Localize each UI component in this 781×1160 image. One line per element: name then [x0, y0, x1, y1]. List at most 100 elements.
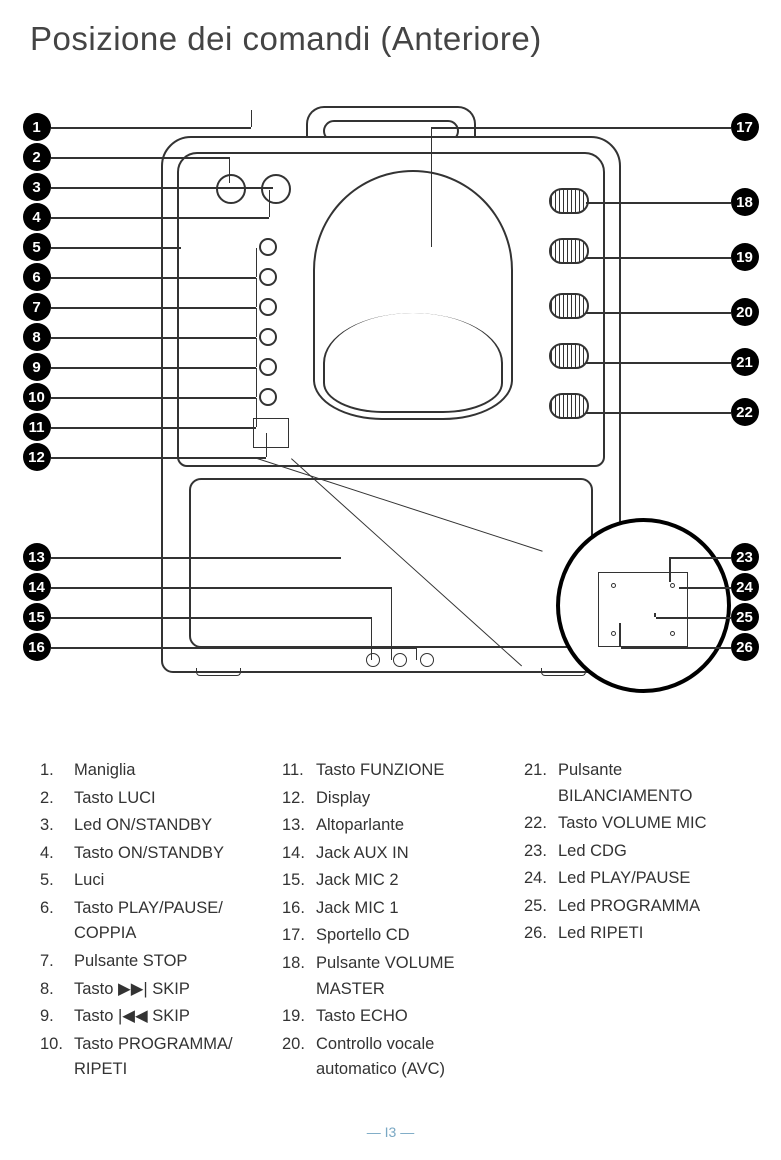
callout-21: 21	[731, 348, 759, 376]
legend-num: 16.	[282, 896, 316, 922]
legend-item: 15.Jack MIC 2	[282, 868, 499, 894]
legend-label: Controllo vocale automatico (AVC)	[316, 1032, 499, 1083]
legend-label: Led ON/STANDBY	[74, 813, 257, 839]
legend-label: Tasto LUCI	[74, 786, 257, 812]
jack-mic2	[393, 653, 407, 667]
legend-label: Tasto FUNZIONE	[316, 758, 499, 784]
legend-item: 12.Display	[282, 786, 499, 812]
cd-inner	[323, 313, 503, 413]
legend-item: 7.Pulsante STOP	[40, 949, 257, 975]
btn-7	[259, 268, 277, 286]
callout-24: 24	[731, 573, 759, 601]
legend-label: Led PROGRAMMA	[558, 894, 741, 920]
page-title: Posizione dei comandi (Anteriore)	[30, 20, 751, 58]
legend-label: Maniglia	[74, 758, 257, 784]
legend-label: Tasto PLAY/PAUSE/ COPPIA	[74, 896, 257, 947]
legend-num: 5.	[40, 868, 74, 894]
diagram: 1 2 3 4 5 6 7 8 9 10 11 12 13 14 15 16 1…	[31, 88, 751, 728]
callout-8: 8	[23, 323, 51, 351]
callout-9: 9	[23, 353, 51, 381]
legend-item: 24.Led PLAY/PAUSE	[524, 866, 741, 892]
legend-num: 2.	[40, 786, 74, 812]
legend-item: 14.Jack AUX IN	[282, 841, 499, 867]
callout-26: 26	[731, 633, 759, 661]
legend-label: Tasto VOLUME MIC	[558, 811, 741, 837]
legend-label: Pulsante VOLUME MASTER	[316, 951, 499, 1002]
callout-10: 10	[23, 383, 51, 411]
legend-col-2: 11.Tasto FUNZIONE12.Display13.Altoparlan…	[282, 758, 499, 1085]
legend-item: 8.Tasto ▶▶| SKIP	[40, 977, 257, 1003]
knob-22	[549, 393, 589, 419]
legend-label: Sportello CD	[316, 923, 499, 949]
legend-num: 8.	[40, 977, 74, 1003]
legend-label: Tasto ▶▶| SKIP	[74, 977, 257, 1003]
legend-num: 15.	[282, 868, 316, 894]
callout-19: 19	[731, 243, 759, 271]
legend-num: 14.	[282, 841, 316, 867]
legend-item: 5.Luci	[40, 868, 257, 894]
legend-col-1: 1.Maniglia2.Tasto LUCI3.Led ON/STANDBY4.…	[40, 758, 257, 1085]
legend-col-3: 21.Pulsante BILANCIAMENTO22.Tasto VOLUME…	[524, 758, 741, 1085]
legend-num: 10.	[40, 1032, 74, 1083]
callout-12: 12	[23, 443, 51, 471]
legend-num: 9.	[40, 1004, 74, 1030]
callout-16: 16	[23, 633, 51, 661]
legend-label: Led CDG	[558, 839, 741, 865]
legend-num: 6.	[40, 896, 74, 947]
jack-mic1	[420, 653, 434, 667]
legend-num: 13.	[282, 813, 316, 839]
legend-label: Tasto PROGRAMMA/ RIPETI	[74, 1032, 257, 1083]
callout-18: 18	[731, 188, 759, 216]
knob-20	[549, 293, 589, 319]
legend-label: Led PLAY/PAUSE	[558, 866, 741, 892]
legend-num: 23.	[524, 839, 558, 865]
callout-25: 25	[731, 603, 759, 631]
callout-5: 5	[23, 233, 51, 261]
legend-item: 26.Led RIPETI	[524, 921, 741, 947]
legend-item: 21.Pulsante BILANCIAMENTO	[524, 758, 741, 809]
btn-8	[259, 298, 277, 316]
legend-num: 21.	[524, 758, 558, 809]
zoom-detail	[556, 518, 731, 693]
callout-4: 4	[23, 203, 51, 231]
legend-label: Led RIPETI	[558, 921, 741, 947]
legend-item: 18.Pulsante VOLUME MASTER	[282, 951, 499, 1002]
callout-14: 14	[23, 573, 51, 601]
legend-num: 20.	[282, 1032, 316, 1083]
legend-item: 4.Tasto ON/STANDBY	[40, 841, 257, 867]
legend-item: 9.Tasto |◀◀ SKIP	[40, 1004, 257, 1030]
legend-num: 1.	[40, 758, 74, 784]
callout-17: 17	[731, 113, 759, 141]
legend-item: 3.Led ON/STANDBY	[40, 813, 257, 839]
legend-num: 25.	[524, 894, 558, 920]
legend-item: 17.Sportello CD	[282, 923, 499, 949]
legend-num: 22.	[524, 811, 558, 837]
legend-item: 20.Controllo vocale automatico (AVC)	[282, 1032, 499, 1083]
legend-item: 10.Tasto PROGRAMMA/ RIPETI	[40, 1032, 257, 1083]
legend-label: Display	[316, 786, 499, 812]
callout-11: 11	[23, 413, 51, 441]
legend-num: 4.	[40, 841, 74, 867]
legend-item: 19.Tasto ECHO	[282, 1004, 499, 1030]
callout-20: 20	[731, 298, 759, 326]
legend-num: 12.	[282, 786, 316, 812]
knob-21	[549, 343, 589, 369]
callout-22: 22	[731, 398, 759, 426]
legend-item: 22.Tasto VOLUME MIC	[524, 811, 741, 837]
legend-num: 19.	[282, 1004, 316, 1030]
legend-item: 25.Led PROGRAMMA	[524, 894, 741, 920]
legend-label: Jack MIC 2	[316, 868, 499, 894]
legend-label: Pulsante BILANCIAMENTO	[558, 758, 741, 809]
legend-num: 3.	[40, 813, 74, 839]
callout-7: 7	[23, 293, 51, 321]
zoom-display	[598, 572, 688, 647]
legend-label: Tasto ECHO	[316, 1004, 499, 1030]
display	[253, 418, 289, 448]
feet	[196, 668, 586, 678]
btn-10	[259, 358, 277, 376]
legend-item: 6.Tasto PLAY/PAUSE/ COPPIA	[40, 896, 257, 947]
legend-label: Tasto |◀◀ SKIP	[74, 1004, 257, 1030]
callout-13: 13	[23, 543, 51, 571]
legend: 1.Maniglia2.Tasto LUCI3.Led ON/STANDBY4.…	[30, 758, 751, 1085]
legend-label: Tasto ON/STANDBY	[74, 841, 257, 867]
